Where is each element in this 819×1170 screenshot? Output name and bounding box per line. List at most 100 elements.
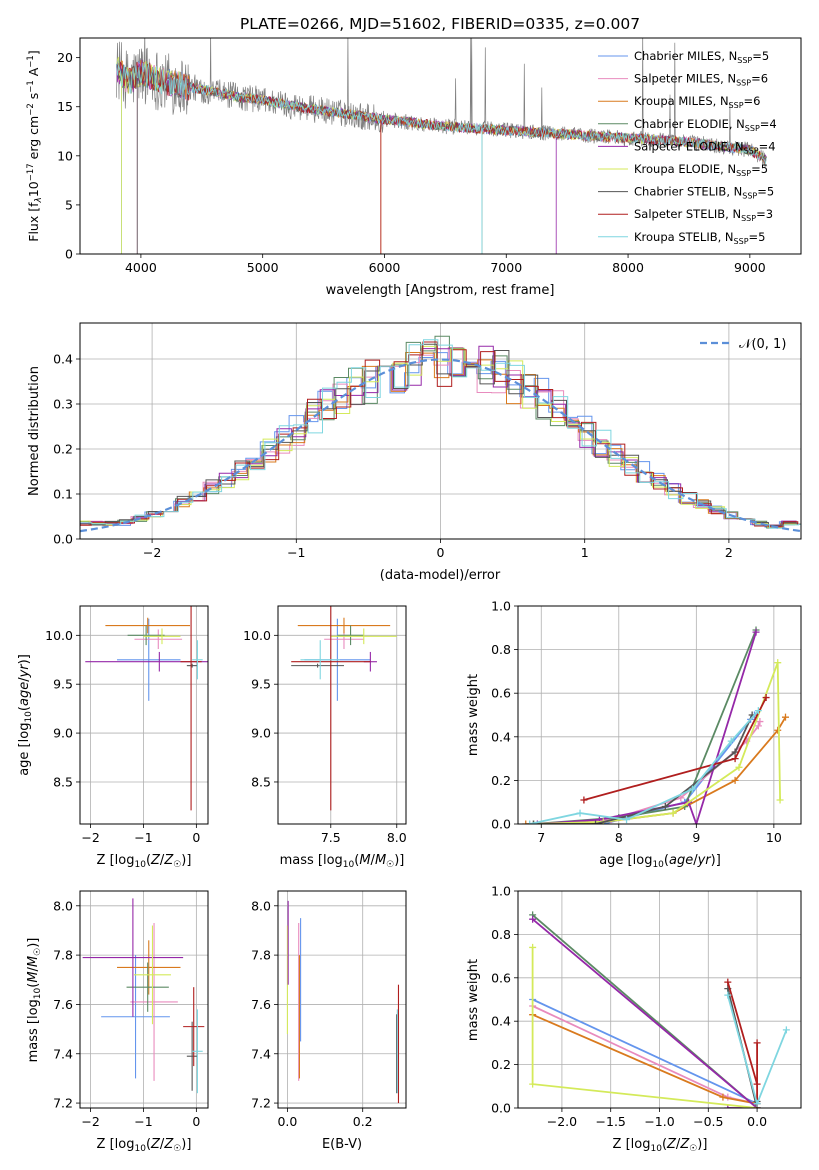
residual-histogram-7 xyxy=(80,341,801,528)
mass-vs-EBV-xlabel: E(B-V) xyxy=(322,1137,362,1152)
y-tick-label: 7.4 xyxy=(251,1046,271,1061)
y-tick-label: 10.0 xyxy=(243,628,271,643)
y-tick-label: 0 xyxy=(65,247,73,262)
residuals-ylabel: Normed distribution xyxy=(27,366,42,496)
legend-entry: Kroupa STELIB, NSSP=5 xyxy=(634,230,765,246)
x-tick-label: 0 xyxy=(192,1114,200,1129)
x-tick-label: −2 xyxy=(81,1114,99,1129)
mass-weight-series xyxy=(532,998,758,1108)
y-tick-label: 0.3 xyxy=(53,397,73,412)
mass-weight-marker xyxy=(724,978,732,986)
mass-weight-marker xyxy=(753,1100,761,1108)
y-tick-label: 0.8 xyxy=(491,927,511,942)
errorbar-point xyxy=(192,640,203,680)
errorbar-point xyxy=(186,663,198,668)
y-tick-label: 0.0 xyxy=(491,1101,511,1116)
age-vs-mass-panel: 7.5 8.0 8.5 9.0 9.5 10.0 mass [log10(M/M☉)] xyxy=(243,605,407,870)
y-tick-label: 10 xyxy=(57,148,73,163)
y-tick-label: 7.6 xyxy=(53,997,73,1012)
mass-weight-marker xyxy=(752,628,760,636)
mass-weight-series xyxy=(532,918,759,1108)
errorbar-point xyxy=(330,628,397,645)
x-tick-label: −2.0 xyxy=(547,1114,577,1129)
mass-weight-vs-Z-ylabel: mass weight xyxy=(466,959,481,1041)
y-tick-label: 1.0 xyxy=(491,599,511,614)
y-tick-label: 7.8 xyxy=(251,948,271,963)
errorbar-point xyxy=(297,617,391,634)
mass-weight-marker xyxy=(592,820,600,824)
x-tick-label: 4000 xyxy=(125,260,157,275)
x-tick-label: 7.5 xyxy=(321,830,341,845)
mass-weight-series xyxy=(533,714,756,824)
mass-weight-vs-age-panel: 7 8 9 10 0.0 0.2 0.4 0.6 0.8 1.0 age [log10(age/y… xyxy=(466,599,802,870)
mass-weight-marker xyxy=(580,796,588,804)
mass-weight-series xyxy=(529,710,760,824)
residual-histogram-6 xyxy=(80,343,801,526)
mass-weight-series xyxy=(533,662,781,824)
errorbar-point xyxy=(180,606,202,811)
y-tick-label: 9.0 xyxy=(53,726,73,741)
mass-weight-series xyxy=(531,947,758,1108)
y-tick-label: 0.6 xyxy=(491,686,511,701)
errorbar-point xyxy=(133,925,171,1025)
y-tick-label: 7.2 xyxy=(53,1096,73,1111)
normal-curve xyxy=(80,358,801,533)
x-tick-label: 6000 xyxy=(369,260,401,275)
x-tick-label: −1 xyxy=(134,1114,152,1129)
mass-weight-vs-Z-xlabel: Z [log10(Z/Z☉)] xyxy=(613,1137,708,1154)
spectrum-panel: 4000 5000 6000 7000 8000 9000 0 5 10 15 20 wavelen… xyxy=(26,37,802,298)
mass-weight-marker xyxy=(753,1080,761,1088)
y-tick-label: 9.0 xyxy=(251,726,271,741)
mass-weight-marker xyxy=(756,718,764,726)
legend-entry: Salpeter ELODIE, NSSP=4 xyxy=(634,139,776,155)
x-tick-label: 0.0 xyxy=(277,1114,297,1129)
errorbar-point xyxy=(126,962,169,1012)
x-tick-label: −0.5 xyxy=(693,1114,723,1129)
y-tick-label: 8.5 xyxy=(251,774,271,789)
mass-weight-marker xyxy=(731,776,739,784)
errorbar-point xyxy=(186,1021,198,1091)
errorbar-point xyxy=(192,1009,203,1094)
legend-entry: Kroupa MILES, NSSP=6 xyxy=(634,94,760,110)
errorbar-point xyxy=(291,606,371,811)
x-tick-label: 2 xyxy=(725,545,733,560)
y-tick-label: 0.6 xyxy=(491,970,511,985)
mass-weight-marker xyxy=(623,816,631,824)
x-tick-label: 0 xyxy=(437,545,445,560)
x-tick-label: 0.0 xyxy=(747,1114,767,1129)
errorbar-point xyxy=(127,625,165,646)
mass-weight-series xyxy=(726,981,758,1108)
y-tick-label: 0.4 xyxy=(491,1014,511,1029)
mass-weight-vs-age-ylabel: mass weight xyxy=(466,674,481,756)
mass-weight-marker xyxy=(754,707,762,715)
x-tick-label: 10 xyxy=(766,830,782,845)
mass-weight-vs-Z-panel: −2.0 −1.5 −1.0 −0.5 0.0 0.0 0.2 0.4 0.6 0.8 1.0 Z … xyxy=(466,884,802,1154)
errorbar-point xyxy=(101,955,170,1079)
x-tick-label: −1 xyxy=(287,545,305,560)
legend-entry: Chabrier STELIB, NSSP=5 xyxy=(634,185,774,201)
y-tick-label: 10.0 xyxy=(45,628,73,643)
age-vs-mass-xlabel: mass [log10(M/M☉)] xyxy=(280,853,405,870)
mass-weight-marker xyxy=(688,785,696,793)
mass-vs-Z-xlabel: Z [log10(Z/Z☉)] xyxy=(97,1137,192,1154)
age-vs-Z-ylabel: age [log10(age/yr)] xyxy=(17,654,34,776)
errorbar-point xyxy=(291,663,344,668)
legend-entry: Chabrier ELODIE, NSSP=4 xyxy=(634,117,777,133)
x-tick-label: −1 xyxy=(134,830,152,845)
errorbar-point xyxy=(143,628,181,645)
mass-weight-marker xyxy=(782,1026,790,1034)
errorbar-point xyxy=(105,617,191,634)
x-tick-label: 9000 xyxy=(734,260,766,275)
x-tick-label: 8.0 xyxy=(387,830,407,845)
errorbar-point xyxy=(337,625,364,646)
y-tick-label: 7.6 xyxy=(251,997,271,1012)
mass-weight-marker xyxy=(530,820,538,824)
y-tick-label: 9.5 xyxy=(53,677,73,692)
x-tick-label: −2 xyxy=(143,545,161,560)
y-tick-label: 0.2 xyxy=(491,1057,511,1072)
mass-weight-marker xyxy=(754,722,762,730)
errorbar-point xyxy=(117,940,181,995)
y-tick-label: 7.2 xyxy=(251,1096,271,1111)
mass-weight-marker xyxy=(762,694,770,702)
